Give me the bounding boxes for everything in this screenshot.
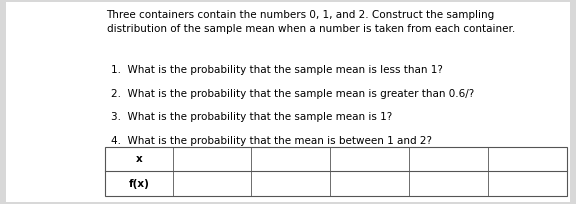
Text: 5.  What is the probability that the sample mean is 2?: 5. What is the probability that the samp… [111,159,392,169]
Text: 2.  What is the probability that the sample mean is greater than 0.6/?: 2. What is the probability that the samp… [111,89,475,99]
Text: 1.  What is the probability that the sample mean is less than 1?: 1. What is the probability that the samp… [111,65,443,75]
Text: x: x [135,154,142,164]
Text: Three containers contain the numbers 0, 1, and 2. Construct the sampling
distrib: Three containers contain the numbers 0, … [107,10,515,34]
Bar [105,147,567,196]
Text: 3.  What is the probability that the sample mean is 1?: 3. What is the probability that the samp… [111,112,392,122]
Text: 4.  What is the probability that the mean is between 1 and 2?: 4. What is the probability that the mean… [111,136,432,146]
Text: f(x): f(x) [128,178,149,189]
